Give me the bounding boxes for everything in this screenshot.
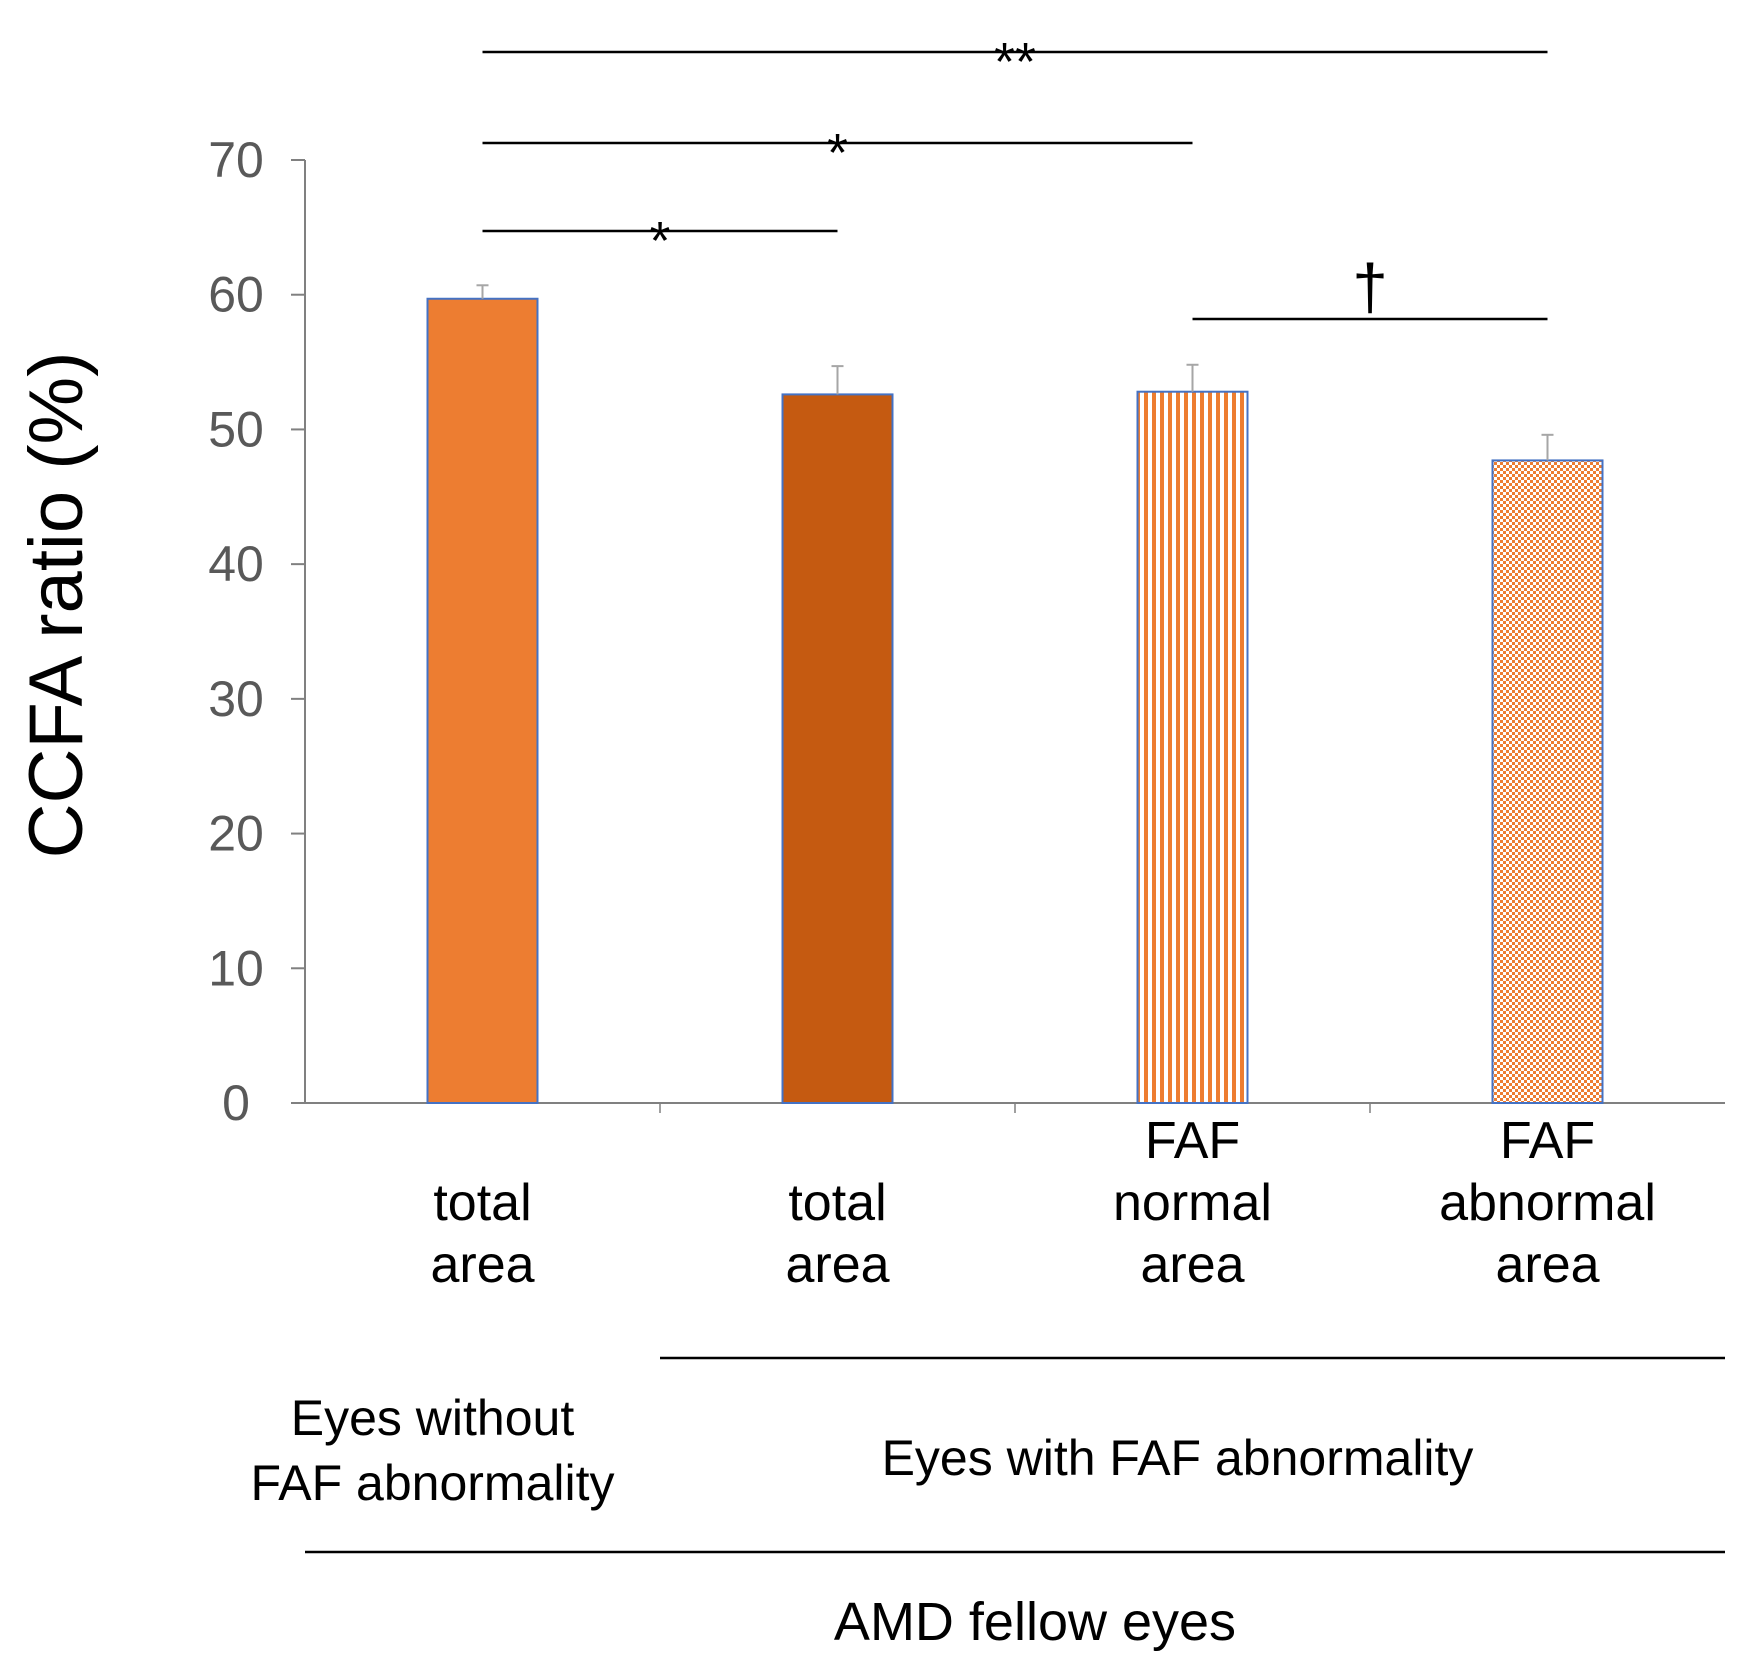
category-label: abnormal: [1439, 1174, 1656, 1232]
group-label: Eyes with FAF abnormality: [882, 1430, 1474, 1486]
supergroup-label: AMD fellow eyes: [834, 1592, 1236, 1652]
category-label: area: [430, 1236, 534, 1294]
y-tick-label: 40: [208, 536, 264, 592]
category-label: FAF: [1500, 1112, 1595, 1170]
category-label: total: [433, 1174, 531, 1232]
y-tick-label: 0: [222, 1075, 250, 1131]
bar: [426, 297, 539, 1104]
significance-marker: *: [827, 123, 848, 183]
category-label: area: [1140, 1236, 1244, 1294]
y-tick-label: 50: [208, 401, 264, 457]
bar: [1136, 390, 1249, 1104]
significance-marker: *: [649, 211, 670, 271]
bar: [781, 393, 894, 1105]
category-label: area: [785, 1236, 889, 1294]
category-label: normal: [1113, 1174, 1272, 1232]
group-label: FAF abnormality: [250, 1455, 614, 1511]
significance-marker: **: [994, 32, 1036, 92]
category-label: total: [788, 1174, 886, 1232]
y-tick-label: 60: [208, 267, 264, 323]
significance-marker: †: [1352, 251, 1388, 323]
group-label: Eyes without: [291, 1390, 575, 1446]
bar: [1491, 459, 1604, 1105]
y-axis-title: CCFA ratio (%): [14, 352, 99, 859]
y-tick-label: 10: [208, 940, 264, 996]
y-tick-label: 20: [208, 806, 264, 862]
category-label: FAF: [1145, 1112, 1240, 1170]
y-tick-label: 30: [208, 671, 264, 727]
category-label: area: [1495, 1236, 1599, 1294]
y-tick-label: 70: [208, 132, 264, 188]
